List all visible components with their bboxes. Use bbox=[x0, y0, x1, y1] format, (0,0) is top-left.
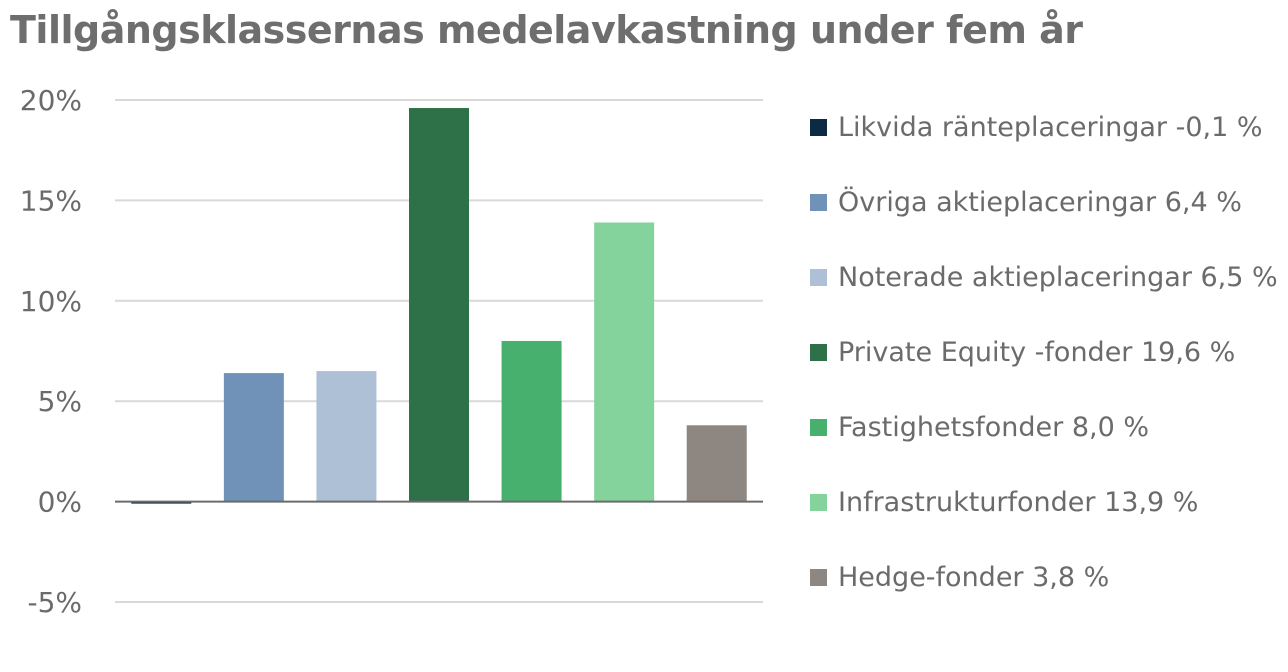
y-tick-label: 5% bbox=[38, 385, 82, 418]
legend-swatch bbox=[810, 344, 827, 361]
y-tick-label: 20% bbox=[20, 84, 82, 117]
y-tick-label: 0% bbox=[38, 486, 82, 519]
legend-label: Likvida ränteplaceringar -0,1 % bbox=[838, 112, 1263, 143]
legend-label: Hedge-fonder 3,8 % bbox=[838, 562, 1110, 593]
legend-swatch bbox=[810, 269, 827, 286]
legend-item: Private Equity -fonder 19,6 % bbox=[810, 337, 1235, 368]
y-tick-label: 15% bbox=[20, 184, 82, 217]
chart-title: Tillgångsklassernas medelavkastning unde… bbox=[10, 8, 1083, 52]
bar bbox=[594, 222, 655, 502]
legend-label: Private Equity -fonder 19,6 % bbox=[838, 337, 1236, 368]
legend-item: Övriga aktieplaceringar 6,4 % bbox=[810, 187, 1242, 218]
y-tick-label: 10% bbox=[20, 285, 82, 318]
bar bbox=[223, 373, 284, 502]
legend-label: Infrastrukturfonder 13,9 % bbox=[838, 487, 1199, 518]
legend-swatch bbox=[810, 194, 827, 211]
legend-item: Likvida ränteplaceringar -0,1 % bbox=[810, 112, 1263, 143]
y-tick-label: -5% bbox=[27, 586, 82, 619]
legend-swatch bbox=[810, 119, 827, 136]
legend-item: Noterade aktieplaceringar 6,5 % bbox=[810, 262, 1278, 293]
bar bbox=[409, 108, 469, 502]
bar bbox=[686, 425, 747, 502]
legend-label: Fastighetsfonder 8,0 % bbox=[838, 412, 1150, 443]
legend-swatch bbox=[810, 494, 827, 511]
legend-label: Noterade aktieplaceringar 6,5 % bbox=[838, 262, 1278, 293]
legend-item: Hedge-fonder 3,8 % bbox=[810, 562, 1109, 593]
legend-item: Infrastrukturfonder 13,9 % bbox=[810, 487, 1198, 518]
legend-label: Övriga aktieplaceringar 6,4 % bbox=[838, 187, 1242, 218]
legend-swatch bbox=[810, 569, 827, 586]
y-axis-ticks: 20% 15% 10% 5% 0% -5% bbox=[20, 84, 82, 619]
legend-item: Fastighetsfonder 8,0 % bbox=[810, 412, 1149, 443]
bar bbox=[316, 371, 377, 502]
bar bbox=[131, 501, 192, 504]
legend-swatch bbox=[810, 419, 827, 436]
bars bbox=[131, 108, 747, 504]
bar bbox=[501, 340, 562, 502]
